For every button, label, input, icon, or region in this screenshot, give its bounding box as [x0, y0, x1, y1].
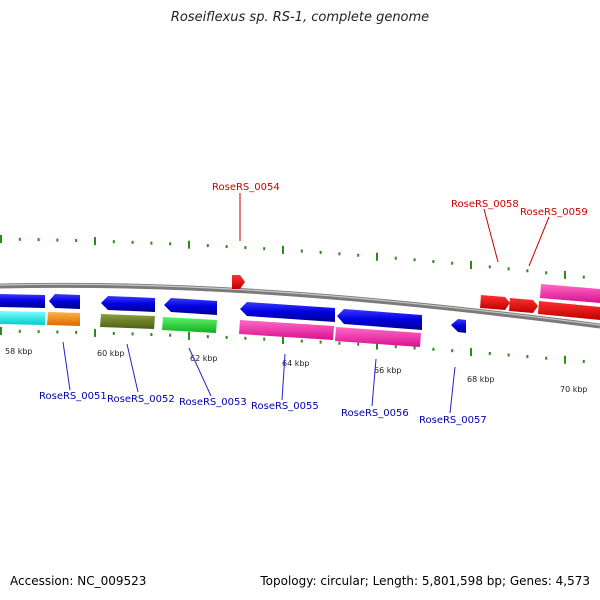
- leader-roseRS-0053: [188, 347, 212, 397]
- feature-cyan[interactable]: [0, 311, 45, 325]
- bottom-tick-row: [0, 327, 585, 364]
- feature-orange[interactable]: [47, 312, 80, 326]
- leader-roseRS-0055: [281, 353, 286, 401]
- kbp-label-60: 60 kbp: [97, 349, 125, 358]
- leader-roseRS-0059: [528, 216, 550, 267]
- leader-roseRS-0057: [449, 366, 456, 414]
- feature-blue-7[interactable]: [451, 319, 466, 333]
- feature-roseRS-0058[interactable]: [480, 295, 510, 310]
- feature-blue-6[interactable]: [337, 309, 422, 330]
- genome-backbone-highlight: [0, 283, 600, 326]
- feature-roseRS-0059b[interactable]: [538, 301, 600, 320]
- accession-text: Accession: NC_009523: [10, 574, 147, 588]
- label-roseRS-0054[interactable]: RoseRS_0054: [212, 182, 280, 193]
- label-roseRS-0059[interactable]: RoseRS_0059: [520, 207, 588, 218]
- label-roseRS-0056[interactable]: RoseRS_0056: [341, 408, 409, 419]
- feature-pink-1[interactable]: [239, 320, 334, 340]
- genome-stats-text: Topology: circular; Length: 5,801,598 bp…: [260, 574, 590, 588]
- leader-roseRS-0051: [62, 341, 71, 391]
- kbp-label-70: 70 kbp: [560, 385, 588, 394]
- feature-roseRS-0054[interactable]: [232, 275, 245, 289]
- kbp-label-66: 66 kbp: [374, 366, 402, 375]
- feature-blue-4[interactable]: [164, 298, 217, 315]
- label-roseRS-0058[interactable]: RoseRS_0058: [451, 199, 519, 210]
- feature-roseRS-0058b[interactable]: [509, 298, 538, 313]
- feature-blue-5[interactable]: [240, 302, 335, 322]
- label-roseRS-0053[interactable]: RoseRS_0053: [179, 397, 247, 408]
- feature-pink-2[interactable]: [335, 327, 421, 347]
- label-roseRS-0051[interactable]: RoseRS_0051: [39, 391, 107, 402]
- kbp-label-68: 68 kbp: [467, 375, 495, 384]
- leader-roseRS-0058: [483, 208, 499, 263]
- label-roseRS-0057[interactable]: RoseRS_0057: [419, 415, 487, 426]
- top-tick-row: [0, 235, 585, 279]
- genome-backbone: [0, 282, 600, 329]
- kbp-label-62: 62 kbp: [190, 354, 218, 363]
- map-title: Roseiflexus sp. RS-1, complete genome: [170, 10, 430, 25]
- feature-blue-1[interactable]: [0, 294, 45, 308]
- feature-blue-3[interactable]: [101, 296, 155, 312]
- kbp-label-58: 58 kbp: [5, 347, 33, 356]
- feature-blue-2[interactable]: [49, 294, 80, 309]
- leader-roseRS-0052: [126, 343, 139, 393]
- label-roseRS-0055[interactable]: RoseRS_0055: [251, 401, 319, 412]
- kbp-label-64: 64 kbp: [282, 359, 310, 368]
- feature-roseRS-0059[interactable]: [540, 284, 600, 303]
- label-roseRS-0052[interactable]: RoseRS_0052: [107, 394, 175, 405]
- feature-green[interactable]: [162, 317, 217, 333]
- leader-roseRS-0056: [371, 358, 377, 407]
- feature-olive[interactable]: [100, 314, 155, 329]
